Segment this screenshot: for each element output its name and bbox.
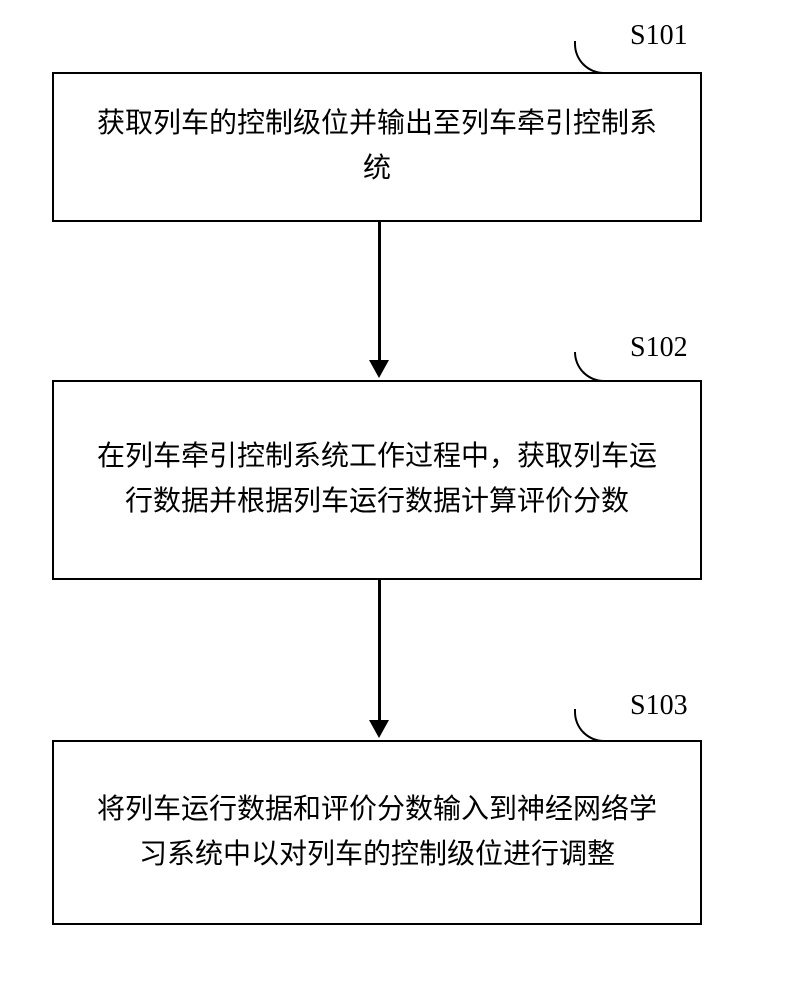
step-text-s102: 在列车牵引控制系统工作过程中，获取列车运行数据并根据列车运行数据计算评价分数: [84, 435, 670, 525]
connector-line-2: [378, 580, 381, 722]
label-connector-curve: [574, 41, 629, 74]
step-box-s101: 获取列车的控制级位并输出至列车牵引控制系统: [52, 72, 702, 222]
arrow-down-icon: [369, 360, 389, 378]
step-text-s101: 获取列车的控制级位并输出至列车牵引控制系统: [84, 102, 670, 192]
label-connector-curve: [574, 352, 629, 382]
step-label-s102: S102: [630, 332, 688, 364]
arrow-down-icon: [369, 720, 389, 738]
step-box-s103: 将列车运行数据和评价分数输入到神经网络学习系统中以对列车的控制级位进行调整: [52, 740, 702, 925]
flowchart-container: S101 获取列车的控制级位并输出至列车牵引控制系统 S102 在列车牵引控制系…: [0, 0, 789, 1000]
step-box-s102: 在列车牵引控制系统工作过程中，获取列车运行数据并根据列车运行数据计算评价分数: [52, 380, 702, 580]
label-connector-curve: [574, 709, 629, 742]
step-label-s101: S101: [630, 20, 688, 52]
connector-line-1: [378, 222, 381, 362]
step-text-s103: 将列车运行数据和评价分数输入到神经网络学习系统中以对列车的控制级位进行调整: [84, 788, 670, 878]
step-label-s103: S103: [630, 690, 688, 722]
